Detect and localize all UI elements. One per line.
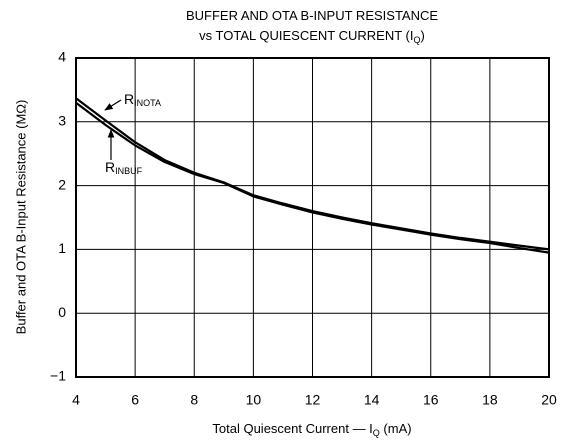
y-tick-label: 3 [58, 113, 66, 129]
x-tick-label: 14 [364, 392, 380, 408]
y-tick-label: 4 [58, 49, 66, 65]
subscript: Q [413, 35, 420, 45]
x-tick-label: 12 [305, 392, 321, 408]
text-part: (mA) [380, 421, 412, 436]
chart-title: vs TOTAL QUIESCENT CURRENT (IQ) [199, 28, 425, 45]
x-tick-label: 8 [190, 392, 198, 408]
arrow [104, 99, 122, 111]
chart-title: BUFFER AND OTA B-INPUT RESISTANCE [186, 8, 438, 23]
text-part: vs TOTAL QUIESCENT CURRENT (I [199, 28, 413, 43]
x-tick-label: 16 [423, 392, 439, 408]
text-part: ) [420, 28, 424, 43]
y-tick-label: 0 [58, 304, 66, 320]
x-tick-label: 20 [541, 392, 557, 408]
text-part: Total Quiescent Current — I [212, 421, 372, 436]
y-tick-label: 2 [58, 176, 66, 192]
text-part: R [105, 159, 115, 175]
x-tick-label: 6 [131, 392, 139, 408]
subscript: Q [373, 428, 380, 438]
y-tick-label: 1 [58, 240, 66, 256]
x-tick-label: 4 [72, 392, 80, 408]
plot-frame [75, 57, 550, 378]
line-series [75, 97, 550, 251]
text-part: R [124, 91, 134, 107]
y-tick-label: −1 [50, 368, 66, 384]
x-axis-label: Total Quiescent Current — IQ (mA) [212, 421, 411, 438]
subscript: INBUF [115, 166, 143, 176]
text-part: BUFFER AND OTA B-INPUT RESISTANCE [186, 8, 438, 23]
x-tick-label: 10 [246, 392, 262, 408]
line-series [75, 101, 550, 254]
y-axis-label: Buffer and OTA B-Input Resistance (MΩ) [13, 100, 28, 335]
subscript: INOTA [134, 98, 161, 108]
series-label: RINBUF [105, 159, 143, 177]
x-tick-label: 18 [482, 392, 498, 408]
series-label: RINOTA [124, 91, 161, 109]
